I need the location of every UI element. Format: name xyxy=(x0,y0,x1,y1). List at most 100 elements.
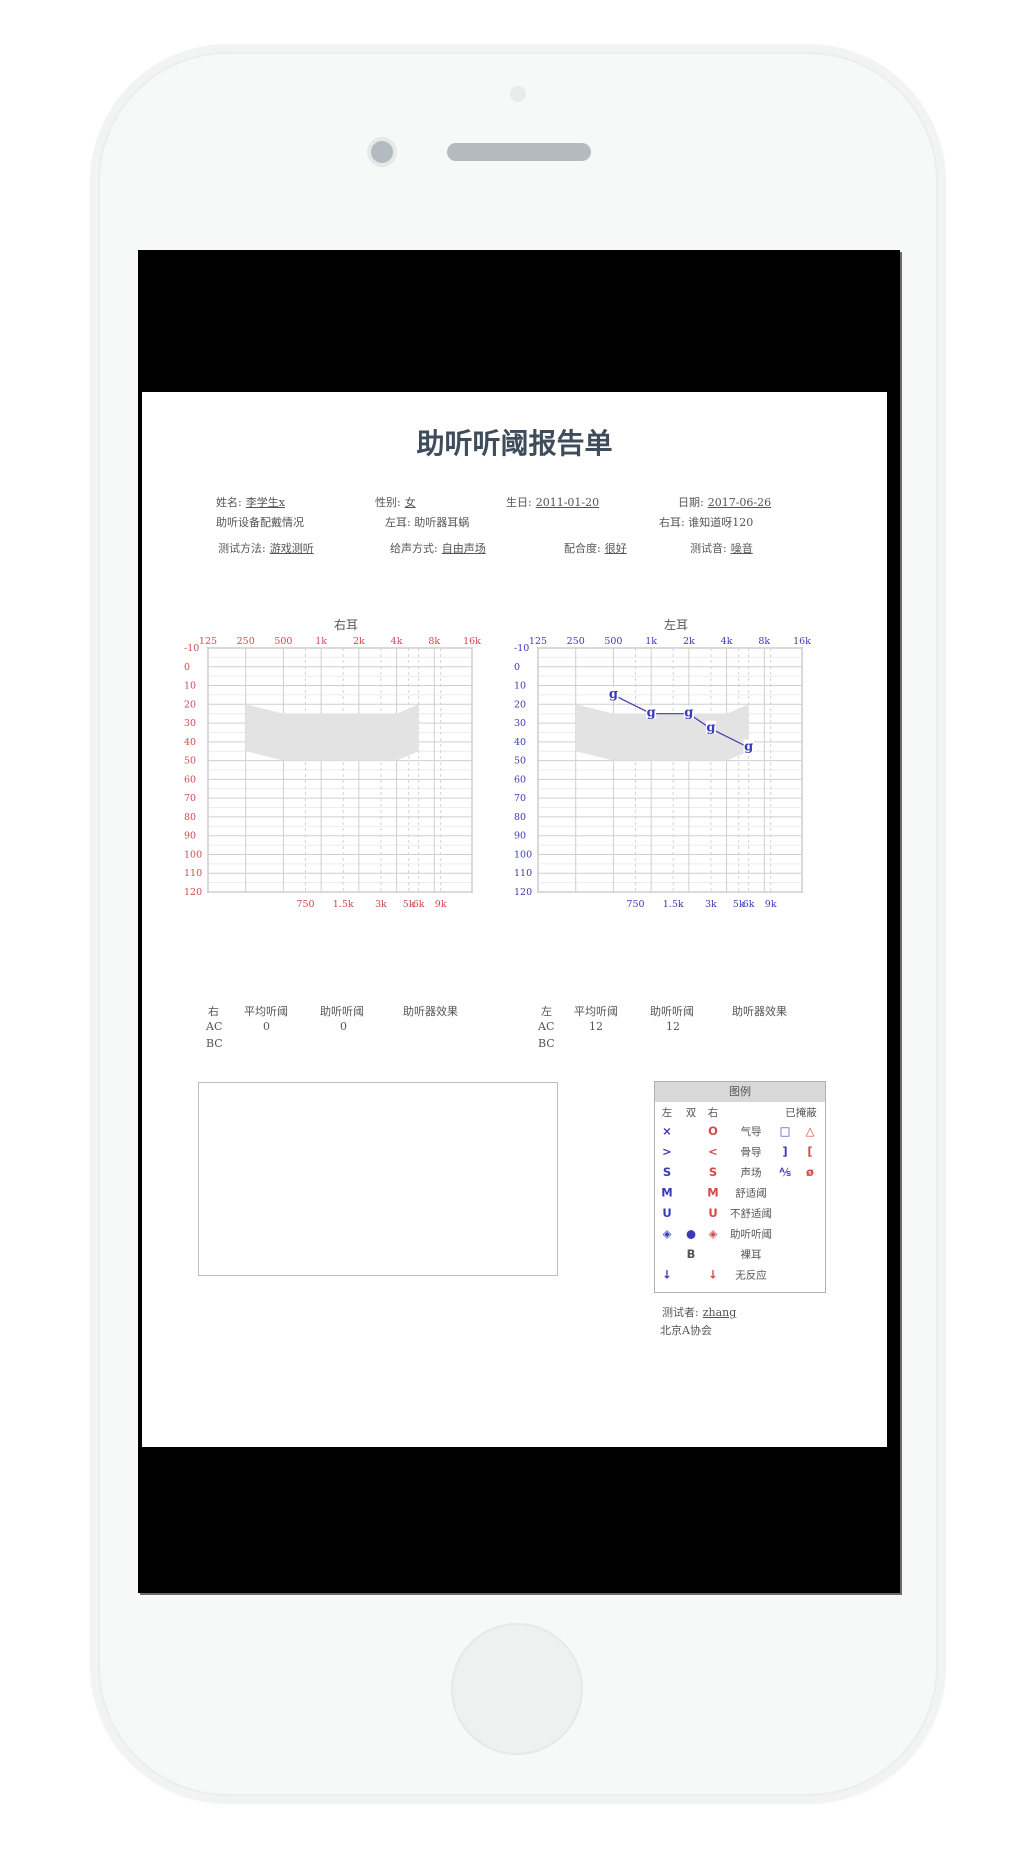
right-stats-avg-label: 平均听阈 xyxy=(244,1005,288,1018)
freq-tick-label: 9k xyxy=(435,899,447,910)
legend-right: S xyxy=(709,1165,717,1179)
tester-field: 测试者: zhang xyxy=(662,1304,736,1320)
legend-mask-r: [ xyxy=(807,1145,812,1159)
notes-box[interactable] xyxy=(198,1082,558,1276)
data-point: g xyxy=(647,706,656,721)
tester-value: zhang xyxy=(702,1306,737,1319)
left-stats-ac-label: AC xyxy=(538,1020,555,1033)
date-field: 日期: 2017-06-26 xyxy=(678,494,771,510)
legend-column-header: 双 xyxy=(686,1107,697,1119)
sound-mode-label: 给声方式: xyxy=(390,542,438,555)
front-camera xyxy=(367,137,397,167)
legend-left: > xyxy=(662,1145,672,1159)
legend-right: ↓ xyxy=(708,1268,718,1282)
legend-right: U xyxy=(708,1206,717,1220)
db-tick-label: 20 xyxy=(184,699,196,710)
sound-mode-value: 自由声场 xyxy=(441,542,486,555)
data-point-bg xyxy=(646,705,657,719)
db-tick-label: 0 xyxy=(184,662,190,673)
freq-tick-label: 4k xyxy=(391,636,403,647)
db-tick-label: 100 xyxy=(514,849,532,860)
db-tick-label: 40 xyxy=(514,737,526,748)
freq-tick-label: 6k xyxy=(743,899,755,910)
right-stats-ac-label: AC xyxy=(206,1020,223,1033)
legend-label: 无反应 xyxy=(735,1269,767,1282)
sound-mode-field: 给声方式: 自由声场 xyxy=(390,540,486,556)
gender-value: 女 xyxy=(404,496,416,509)
db-tick-label: -10 xyxy=(184,643,199,654)
freq-tick-label: 250 xyxy=(567,636,585,647)
freq-tick-label: 16k xyxy=(793,636,811,647)
page-title: 助听听阈报告单 xyxy=(416,427,613,460)
db-tick-label: 50 xyxy=(184,756,196,767)
db-tick-label: 70 xyxy=(184,793,196,804)
legend-left: M xyxy=(661,1186,672,1200)
freq-tick-label: 8k xyxy=(428,636,440,647)
date-value: 2017-06-26 xyxy=(707,496,772,509)
db-tick-label: 0 xyxy=(514,662,520,673)
freq-tick-label: 250 xyxy=(237,636,255,647)
db-tick-label: 10 xyxy=(514,681,526,692)
legend-mask-r: ø xyxy=(806,1165,814,1179)
name-field: 姓名: 李学生x xyxy=(216,494,285,510)
left-stats-ac-aided: 12 xyxy=(666,1020,680,1033)
db-tick-label: 110 xyxy=(514,868,532,879)
freq-tick-label: 3k xyxy=(705,899,717,910)
right-stats-ear: 右 xyxy=(208,1005,219,1018)
series-line xyxy=(613,694,652,715)
left-stats-bc-label: BC xyxy=(538,1037,555,1050)
legend-left: U xyxy=(662,1206,671,1220)
left-stats-effect-label: 助听器效果 xyxy=(732,1005,787,1018)
db-tick-label: 100 xyxy=(184,849,202,860)
date-label: 日期: xyxy=(678,496,704,509)
freq-tick-label: 8k xyxy=(758,636,770,647)
freq-tick-label: 750 xyxy=(296,899,314,910)
freq-tick-label: 500 xyxy=(604,636,622,647)
earpiece-speaker xyxy=(447,143,591,161)
test-sound-label: 测试音: xyxy=(690,542,727,555)
report-document: 助听听阈报告单 姓名: 李学生x 性别: 女 生日: 2011-01-20 日期: 20… xyxy=(142,392,887,1447)
legend-column-header: 右 xyxy=(708,1106,719,1119)
tester-label: 测试者: xyxy=(662,1306,699,1319)
legend-left: S xyxy=(663,1165,671,1179)
db-tick-label: 30 xyxy=(514,718,526,729)
birth-value: 2011-01-20 xyxy=(535,496,600,509)
speech-banana xyxy=(575,704,749,761)
legend-left: × xyxy=(662,1124,672,1138)
right-stats-effect-label: 助听器效果 xyxy=(403,1005,458,1018)
legend-label: 舒适阈 xyxy=(735,1187,767,1200)
data-point: g xyxy=(706,721,715,736)
db-tick-label: 80 xyxy=(184,812,196,823)
method-value: 游戏测听 xyxy=(269,542,314,555)
freq-tick-label: 1k xyxy=(315,636,327,647)
home-button[interactable] xyxy=(451,1623,583,1755)
organization-name: 北京A协会 xyxy=(660,1324,712,1337)
freq-tick-label: 16k xyxy=(463,636,481,647)
method-field: 测试方法: 游戏测听 xyxy=(218,540,314,556)
gender-label: 性别: xyxy=(375,496,401,509)
freq-tick-label: 125 xyxy=(529,636,547,647)
series-line xyxy=(710,728,749,749)
data-point: g xyxy=(684,706,693,721)
db-tick-label: 110 xyxy=(184,868,202,879)
left-stats-aided-label: 助听听阈 xyxy=(650,1005,694,1018)
fitting-label: 助听设备配戴情况 xyxy=(216,516,304,529)
db-tick-label: -10 xyxy=(514,643,529,654)
left-stats-ac-avg: 12 xyxy=(589,1020,603,1033)
legend-right: M xyxy=(707,1186,718,1200)
db-tick-label: 60 xyxy=(514,774,526,785)
freq-tick-label: 5k xyxy=(403,899,415,910)
legend-mask-l: ] xyxy=(782,1145,787,1159)
freq-tick-label: 9k xyxy=(765,899,777,910)
legend-column-header: 左 xyxy=(662,1106,673,1119)
db-tick-label: 60 xyxy=(184,774,196,785)
speech-banana xyxy=(245,704,419,761)
freq-tick-label: 1k xyxy=(645,636,657,647)
right-ear-title: 右耳 xyxy=(334,618,359,632)
freq-tick-label: 5k xyxy=(733,899,745,910)
test-sound-value: 噪音 xyxy=(730,542,753,555)
legend-label: 骨导 xyxy=(741,1147,762,1159)
name-label: 姓名: xyxy=(216,496,242,509)
left-stats-avg-label: 平均听阈 xyxy=(574,1005,618,1018)
